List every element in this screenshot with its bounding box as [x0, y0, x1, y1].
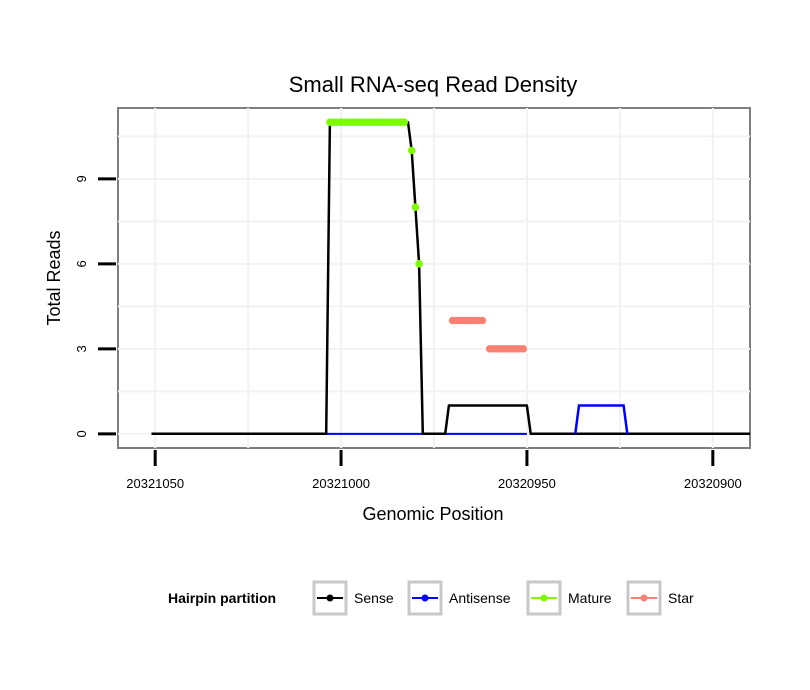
y-tick-label: 6 [74, 260, 89, 267]
sense-line [151, 120, 750, 436]
y-axis-title: Total Reads [44, 230, 64, 325]
x-tick-label: 20320950 [498, 476, 556, 491]
legend-label-antisense: Antisense [449, 590, 511, 606]
star-point [478, 316, 487, 325]
mature-point [400, 118, 409, 126]
series-layer [151, 118, 750, 436]
y-tick-label: 3 [74, 345, 89, 352]
legend-title: Hairpin partition [168, 590, 276, 606]
mature-point [407, 146, 416, 155]
x-tick-label: 20320900 [684, 476, 742, 491]
x-tick-label: 20321050 [126, 476, 184, 491]
x-axis-title: Genomic Position [362, 504, 503, 524]
legend-dot-sense [326, 594, 334, 602]
y-tick-label: 0 [74, 430, 89, 437]
mature-point [415, 260, 423, 268]
mature-point [411, 203, 420, 211]
legend-dot-mature [540, 594, 548, 602]
star-point [519, 345, 528, 353]
axes-layer: 0 3 6 9 20321050 20321000 20320950 20320900 [74, 175, 742, 491]
legend-label-sense: Sense [354, 590, 394, 606]
legend-dot-star [640, 594, 648, 602]
legend-label-star: Star [668, 590, 694, 606]
legend-label-mature: Mature [568, 590, 612, 606]
y-tick-label: 9 [74, 175, 89, 182]
antisense-line [574, 404, 629, 434]
chart-title: Small RNA-seq Read Density [289, 72, 578, 97]
x-tick-label: 20321000 [312, 476, 370, 491]
legend: Hairpin partition Sense Antisense Mature Sta… [168, 580, 694, 616]
legend-dot-antisense [421, 594, 429, 602]
